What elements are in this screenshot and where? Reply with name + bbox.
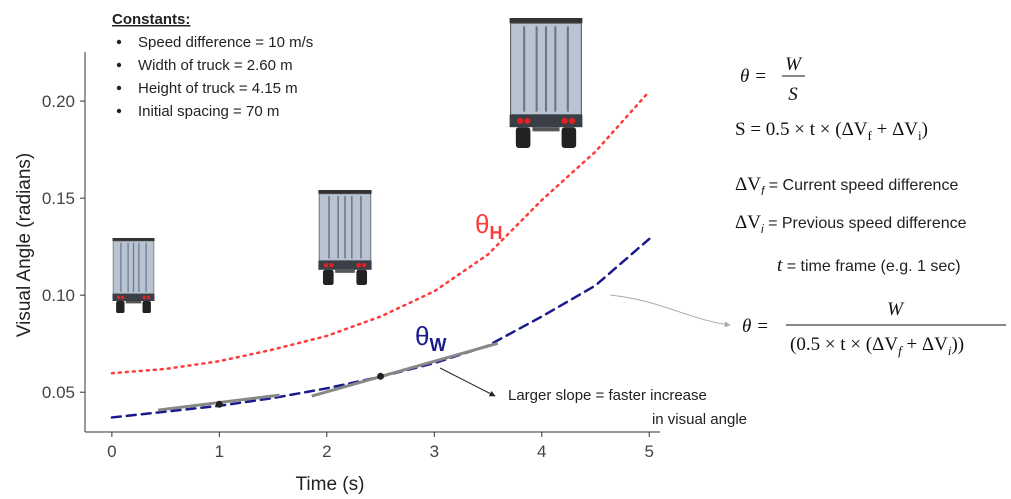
bullet bbox=[116, 62, 122, 68]
formula: (0.5 × t × (ΔVf + ΔVi)) bbox=[790, 334, 964, 358]
truck-medium bbox=[317, 190, 373, 285]
formula-part: + ΔV bbox=[872, 119, 918, 140]
x-tick-label: 0 bbox=[107, 442, 116, 461]
annotation-arrow bbox=[439, 367, 496, 397]
series-name: θ bbox=[415, 321, 429, 351]
series-subscript: H bbox=[489, 223, 502, 243]
series-label: θH bbox=[475, 209, 502, 243]
x-tick-label: 1 bbox=[215, 442, 224, 461]
y-tick-label: 0.15 bbox=[42, 189, 75, 208]
y-axis-title: Visual Angle (radians) bbox=[14, 153, 35, 337]
annotation-line: in visual angle bbox=[652, 411, 747, 428]
formula-sub: i bbox=[761, 222, 764, 236]
formula-part: = Current speed difference bbox=[764, 177, 958, 194]
x-tick-label: 2 bbox=[322, 442, 331, 461]
bullet bbox=[116, 108, 122, 114]
formula: S bbox=[788, 84, 798, 105]
formula: θ = bbox=[742, 316, 769, 337]
formula-sub: f bbox=[898, 343, 904, 358]
formula: W bbox=[887, 299, 905, 320]
bullet bbox=[116, 39, 122, 45]
formula-part: )) bbox=[951, 334, 964, 355]
truck-large bbox=[508, 18, 584, 148]
x-tick-label: 4 bbox=[537, 442, 546, 461]
formula-sub: i bbox=[948, 343, 952, 358]
truck-small bbox=[111, 238, 156, 313]
formula-sub: i bbox=[918, 128, 922, 143]
x-tick-label: 5 bbox=[645, 442, 654, 461]
tangent-point bbox=[377, 372, 385, 380]
bullet bbox=[116, 85, 122, 91]
formula-sub: f bbox=[868, 128, 873, 143]
formula-part: ΔV bbox=[735, 212, 761, 233]
formula-part: = Previous speed difference bbox=[764, 215, 967, 232]
y-tick-label: 0.20 bbox=[42, 92, 75, 111]
series-subscript: W bbox=[429, 335, 446, 355]
formula: θ = bbox=[740, 66, 767, 87]
series-label: θW bbox=[415, 321, 446, 355]
constant-item: Initial spacing = 70 m bbox=[138, 103, 279, 120]
x-tick-label: 3 bbox=[430, 442, 439, 461]
series-name: θ bbox=[475, 209, 489, 239]
formula-part: = time frame (e.g. 1 sec) bbox=[782, 258, 960, 275]
formula: t = time frame (e.g. 1 sec) bbox=[777, 255, 961, 276]
y-tick-label: 0.05 bbox=[42, 383, 75, 402]
formula-part: t bbox=[777, 255, 783, 276]
formula: ΔVi = Previous speed difference bbox=[735, 212, 967, 236]
formula-sub: f bbox=[761, 184, 766, 198]
formula-part: + ΔV bbox=[902, 334, 948, 355]
constant-item: Width of truck = 2.60 m bbox=[138, 57, 293, 74]
constants-list: Speed difference = 10 m/s Width of truck … bbox=[116, 34, 313, 120]
tangent-point bbox=[215, 400, 223, 408]
formula: ΔVf = Current speed difference bbox=[735, 174, 958, 198]
formula-part: (0.5 × t × (ΔV bbox=[790, 334, 898, 355]
formula-part: ) bbox=[922, 119, 928, 140]
y-tick-label: 0.10 bbox=[42, 286, 75, 305]
constant-item: Speed difference = 10 m/s bbox=[138, 34, 313, 51]
formula-part: S = 0.5 × t × (ΔV bbox=[735, 119, 868, 140]
annotation-line: Larger slope = faster increase bbox=[508, 387, 707, 404]
x-axis-title: Time (s) bbox=[296, 474, 365, 495]
formula: W bbox=[785, 54, 803, 75]
series-line bbox=[110, 90, 651, 375]
constant-item: Height of truck = 4.15 m bbox=[138, 80, 298, 97]
formula-arrow bbox=[609, 294, 731, 328]
formula: S = 0.5 × t × (ΔVf + ΔVi) bbox=[735, 119, 928, 143]
formula-part: ΔV bbox=[735, 174, 761, 195]
tangent-line bbox=[311, 341, 499, 398]
constants-title: Constants: bbox=[112, 11, 190, 28]
